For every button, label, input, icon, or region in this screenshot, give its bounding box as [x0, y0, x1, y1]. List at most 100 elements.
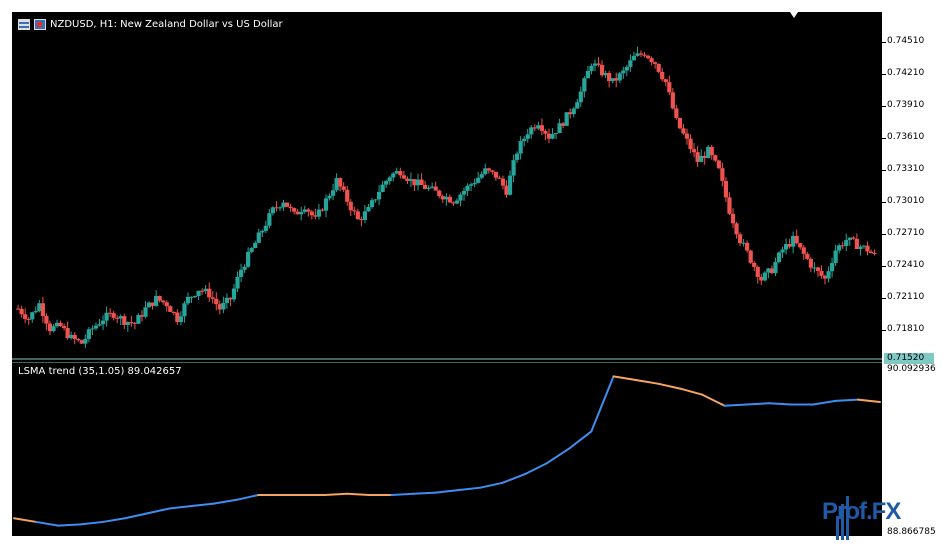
candle-body: [210, 297, 215, 299]
candle-body: [249, 248, 254, 252]
candle-body: [759, 277, 764, 281]
current-price-tag: 0.71520: [884, 353, 934, 364]
candle-body: [589, 65, 594, 71]
candle-body: [277, 207, 283, 209]
candle-body: [536, 125, 541, 129]
candle-body: [23, 314, 28, 320]
candle-body: [493, 171, 498, 178]
candle-body: [865, 245, 870, 252]
candle-body: [100, 320, 106, 325]
indicator-scale-max: 90.092936: [887, 364, 936, 374]
chart-shift-marker-icon: [790, 12, 798, 18]
candle-body: [129, 322, 134, 324]
candle-body: [568, 112, 573, 115]
candle-body: [837, 245, 842, 251]
candle-body: [437, 190, 442, 197]
candle-body: [79, 340, 84, 344]
indicator-chart[interactable]: [12, 362, 882, 536]
candle-body: [164, 302, 169, 307]
candle-body: [787, 244, 792, 247]
candle-body: [221, 302, 226, 310]
candle-body: [408, 179, 414, 182]
candle-body: [51, 326, 56, 332]
price-tick-mark: [882, 266, 886, 267]
candle-body: [306, 209, 311, 212]
candle-body: [415, 179, 421, 186]
indicator-label: LSMA trend (35,1.05) 89.042657: [18, 366, 182, 377]
candle-body: [766, 268, 771, 273]
candle-body: [341, 186, 346, 190]
price-axis[interactable]: 0.74510 0.74210 0.73910 0.73610 0.73310 0.730…: [882, 12, 947, 546]
indicator-segment: [568, 430, 593, 450]
candle-body: [238, 269, 244, 277]
candle-body: [472, 182, 477, 185]
candle-body: [847, 237, 852, 241]
candle-body: [628, 60, 633, 67]
candle-body: [373, 199, 378, 201]
candle-body: [40, 303, 45, 316]
candle-body: [486, 168, 491, 171]
candle-body: [794, 235, 799, 244]
candle-body: [391, 173, 396, 178]
candle-body: [762, 272, 767, 281]
table-icon[interactable]: [18, 18, 30, 30]
price-tick-label: 0.72410: [887, 260, 925, 270]
candle-body: [33, 311, 38, 313]
price-tick-label: 0.74210: [887, 68, 925, 78]
candle-body: [146, 302, 152, 308]
candle-body: [812, 267, 817, 269]
candle-body: [83, 339, 88, 344]
candle-body: [19, 308, 24, 315]
candle-body: [451, 202, 456, 204]
candle-body: [752, 262, 757, 267]
candle-body: [745, 242, 750, 251]
candle-body: [433, 186, 438, 191]
candle-body: [539, 125, 544, 131]
candle-body: [684, 133, 690, 139]
chart-title-bar: NZDUSD, H1: New Zealand Dollar vs US Dol…: [18, 16, 283, 32]
price-tick-mark: [882, 298, 886, 299]
candle-body: [621, 70, 626, 74]
indicator-segment: [767, 402, 793, 406]
candle-body: [465, 185, 470, 191]
candle-body: [299, 211, 304, 215]
candle-body: [86, 329, 91, 340]
candle-body: [214, 298, 219, 305]
candle-body: [617, 73, 622, 81]
chart-window[interactable]: [12, 12, 882, 536]
price-chart[interactable]: [12, 12, 882, 360]
indicator-segment: [79, 520, 104, 526]
indicator-segment: [479, 481, 504, 489]
candle-body: [500, 178, 506, 186]
candle-body: [143, 307, 148, 317]
indicator-segment: [212, 498, 238, 505]
candle-body: [723, 180, 729, 198]
candle-body: [168, 306, 173, 312]
candle-body: [359, 219, 364, 221]
candle-body: [677, 117, 683, 129]
candle-body: [231, 288, 237, 300]
candle-body: [529, 127, 534, 135]
candle-body: [387, 177, 392, 182]
candle-body: [108, 312, 113, 314]
candle-body: [805, 253, 810, 259]
candle-body: [267, 213, 272, 226]
indicator-segment: [723, 403, 748, 407]
candle-body: [607, 73, 612, 82]
price-tick-label: 0.72110: [887, 292, 925, 302]
candle-body: [737, 234, 743, 244]
candle-body: [624, 66, 629, 71]
candle-body: [97, 324, 102, 326]
candle-body: [748, 250, 753, 263]
indicator-segment: [235, 494, 260, 501]
candle-body: [122, 316, 127, 325]
indicator-segment: [457, 486, 482, 492]
candle-body: [826, 271, 831, 279]
candle-body: [504, 185, 509, 195]
candle-body: [851, 237, 856, 239]
indicator-segment: [745, 402, 770, 406]
price-tick-label: 0.71810: [887, 324, 925, 334]
candle-body: [713, 155, 718, 161]
chart-window-icon[interactable]: [34, 18, 46, 30]
candle-body: [783, 244, 789, 250]
